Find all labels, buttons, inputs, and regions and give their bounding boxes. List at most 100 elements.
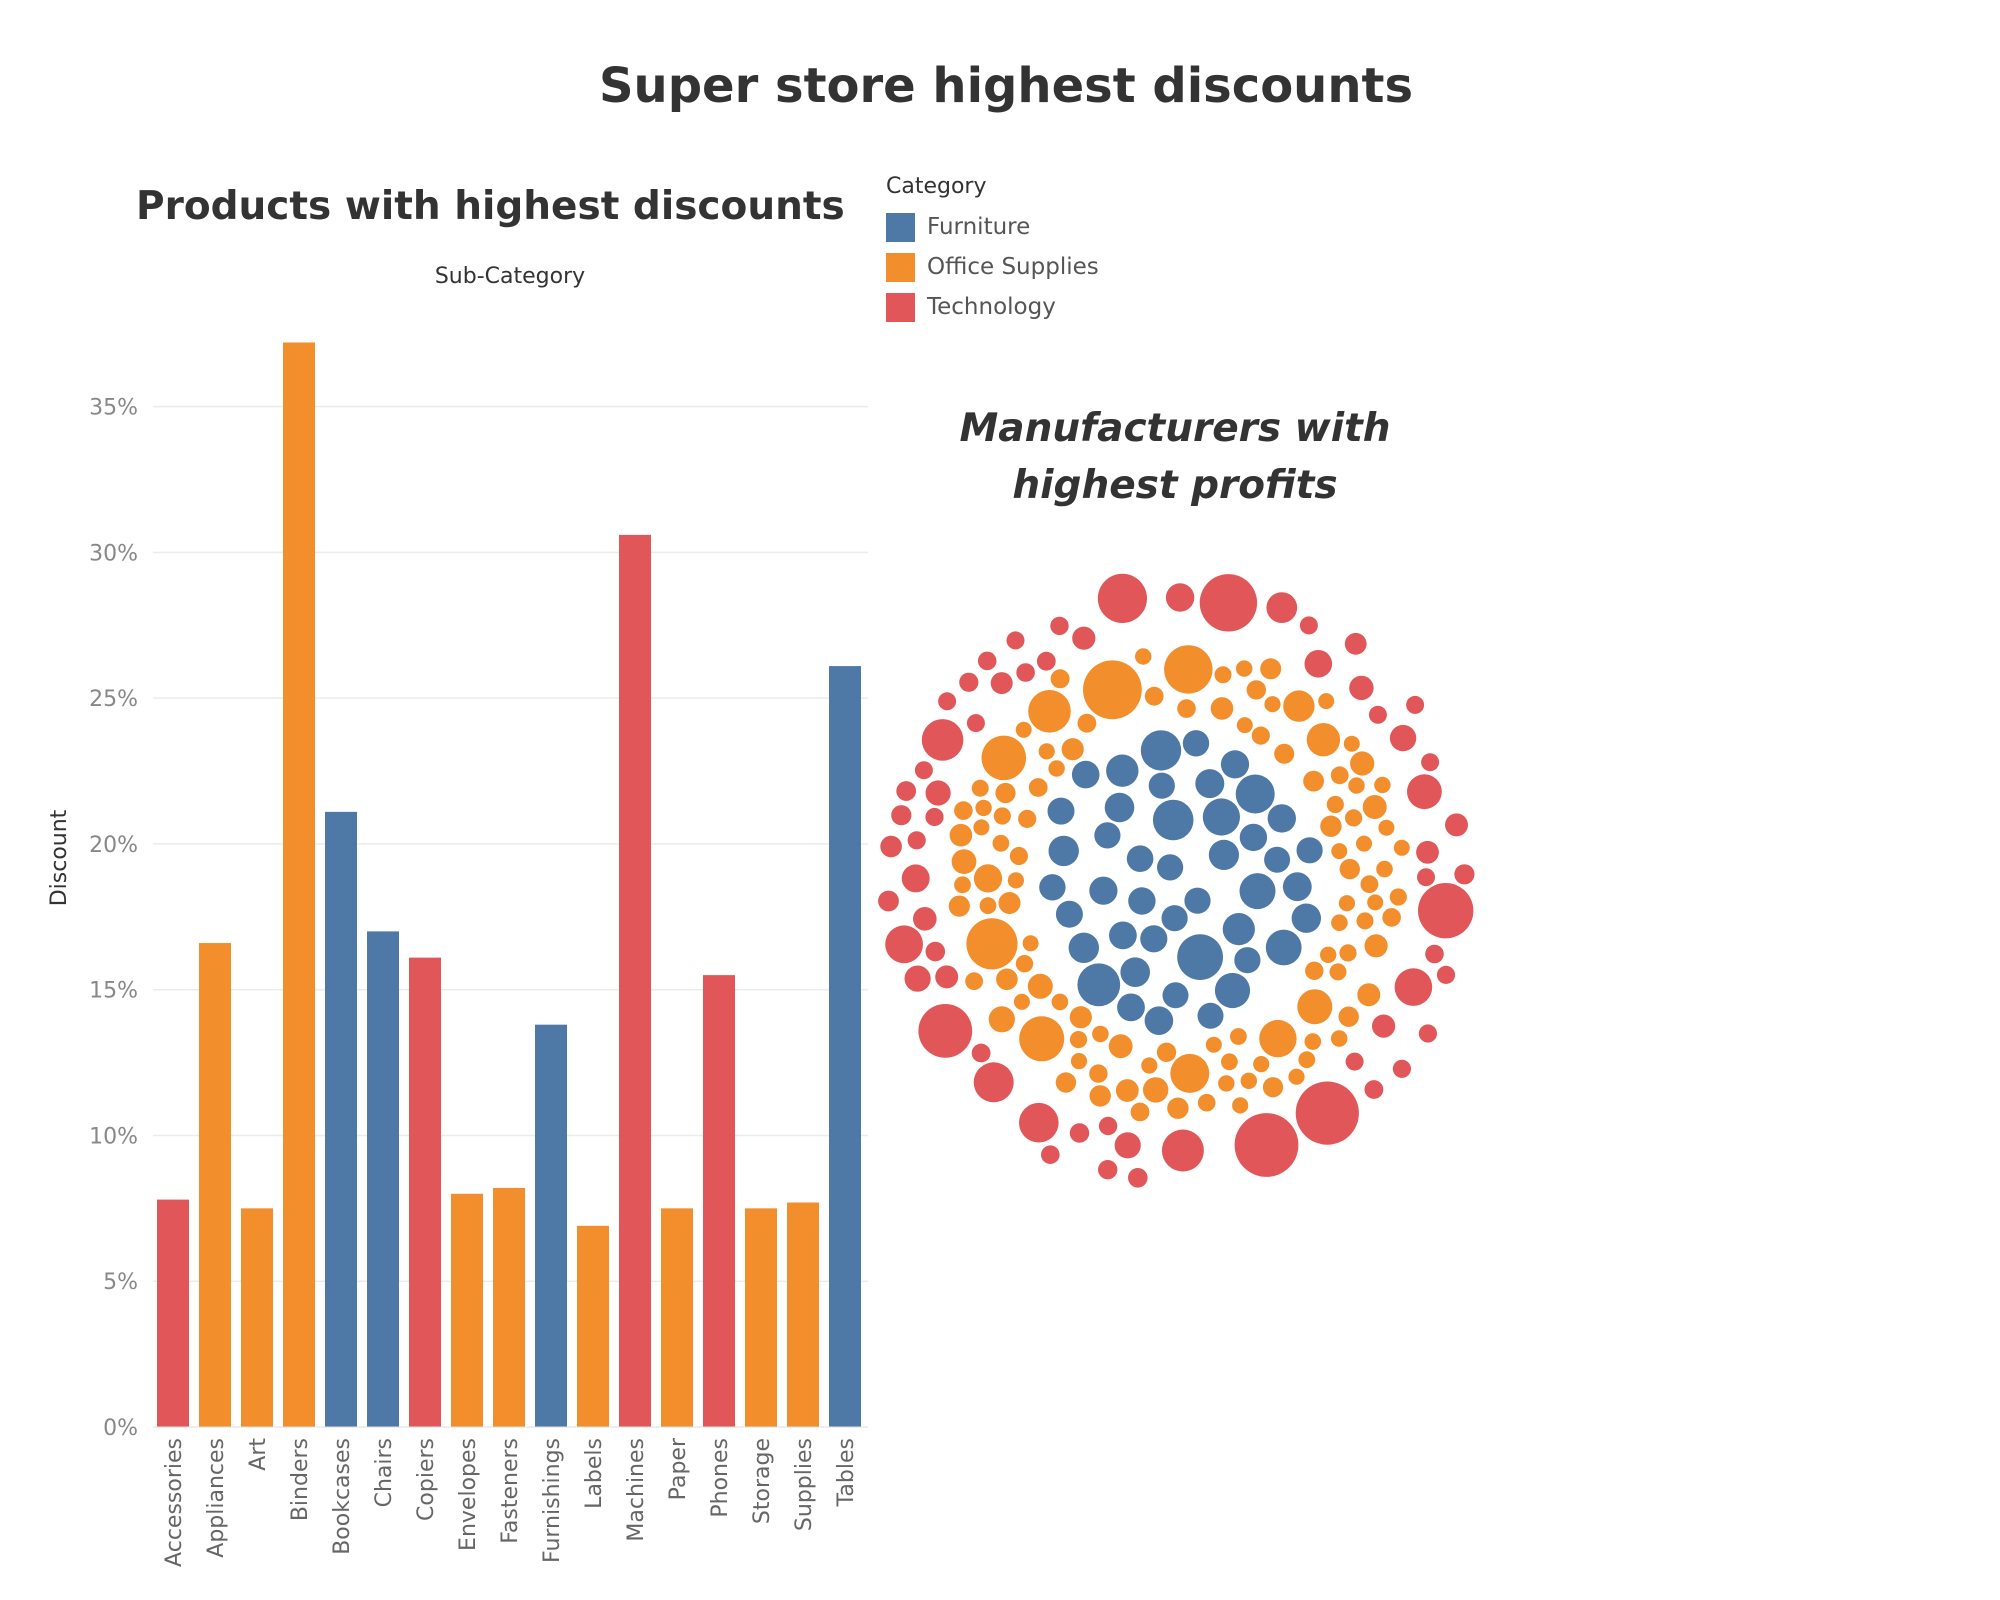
- bubble-office-supplies[interactable]: [1210, 697, 1234, 720]
- bubble-furniture[interactable]: [1220, 750, 1250, 779]
- bubble-office-supplies[interactable]: [992, 834, 1010, 852]
- bubble-technology[interactable]: [1097, 573, 1147, 624]
- bubble-office-supplies[interactable]: [1297, 989, 1333, 1025]
- bar-chairs[interactable]: [367, 931, 399, 1427]
- bubble-technology[interactable]: [1161, 1129, 1204, 1172]
- bubble-office-supplies[interactable]: [1326, 795, 1344, 814]
- bubble-furniture[interactable]: [1195, 769, 1225, 799]
- bubble-office-supplies[interactable]: [1143, 1077, 1169, 1103]
- bubble-office-supplies[interactable]: [1348, 777, 1365, 794]
- bubble-office-supplies[interactable]: [1130, 1102, 1150, 1122]
- bubble-office-supplies[interactable]: [1339, 858, 1361, 880]
- bubble-office-supplies[interactable]: [1028, 778, 1048, 797]
- bubble-furniture[interactable]: [1152, 799, 1194, 841]
- bubble-technology[interactable]: [1128, 1168, 1148, 1188]
- bubble-technology[interactable]: [1069, 1123, 1090, 1143]
- bubble-technology[interactable]: [878, 890, 899, 912]
- bubble-office-supplies[interactable]: [1108, 1034, 1133, 1059]
- bubble-office-supplies[interactable]: [1232, 1097, 1249, 1114]
- legend-item-furniture[interactable]: Furniture: [886, 207, 1099, 247]
- bubble-technology[interactable]: [904, 965, 931, 992]
- bar-copiers[interactable]: [409, 957, 441, 1427]
- bubble-furniture[interactable]: [1106, 754, 1139, 787]
- bubble-furniture[interactable]: [1047, 797, 1075, 825]
- bubble-furniture[interactable]: [1089, 876, 1118, 905]
- bubble-technology[interactable]: [1436, 965, 1456, 985]
- bubble-technology[interactable]: [1019, 1102, 1059, 1143]
- bubble-technology[interactable]: [1304, 650, 1333, 678]
- bubble-office-supplies[interactable]: [1170, 1053, 1210, 1093]
- bubble-office-supplies[interactable]: [1061, 738, 1084, 761]
- bubble-office-supplies[interactable]: [1305, 961, 1324, 980]
- bubble-office-supplies[interactable]: [1357, 983, 1381, 1007]
- bubble-office-supplies[interactable]: [1374, 776, 1391, 794]
- bubble-office-supplies[interactable]: [979, 897, 997, 914]
- bubble-office-supplies[interactable]: [1288, 1068, 1305, 1085]
- bar-envelopes[interactable]: [451, 1193, 483, 1427]
- bubble-office-supplies[interactable]: [1382, 908, 1401, 927]
- bubble-technology[interactable]: [880, 835, 902, 858]
- bar-binders[interactable]: [283, 342, 315, 1427]
- bubble-office-supplies[interactable]: [1306, 723, 1341, 757]
- bubble-office-supplies[interactable]: [1318, 693, 1335, 710]
- bubble-office-supplies[interactable]: [1253, 1056, 1270, 1073]
- bubble-furniture[interactable]: [1157, 854, 1184, 881]
- bubble-office-supplies[interactable]: [1329, 963, 1347, 981]
- bubble-office-supplies[interactable]: [1089, 1085, 1111, 1107]
- bubble-technology[interactable]: [1072, 626, 1096, 650]
- bubble-technology[interactable]: [925, 941, 946, 962]
- bubble-furniture[interactable]: [1197, 1002, 1224, 1029]
- bubble-office-supplies[interactable]: [1259, 1019, 1297, 1058]
- bubble-technology[interactable]: [1406, 695, 1425, 714]
- bubble-technology[interactable]: [891, 805, 912, 826]
- bubble-technology[interactable]: [1421, 753, 1440, 772]
- bubble-technology[interactable]: [896, 781, 917, 801]
- bubble-office-supplies[interactable]: [1205, 1036, 1222, 1053]
- bubble-office-supplies[interactable]: [1264, 696, 1281, 713]
- bubble-furniture[interactable]: [1235, 774, 1275, 814]
- bubble-office-supplies[interactable]: [1338, 1006, 1359, 1027]
- bubble-technology[interactable]: [1299, 616, 1318, 635]
- bubble-office-supplies[interactable]: [948, 895, 970, 917]
- bubble-technology[interactable]: [1392, 1059, 1411, 1078]
- bubble-furniture[interactable]: [1234, 947, 1261, 974]
- bubble-office-supplies[interactable]: [1167, 1097, 1189, 1119]
- bubble-office-supplies[interactable]: [1320, 946, 1337, 963]
- bar-paper[interactable]: [661, 1208, 693, 1427]
- bubble-office-supplies[interactable]: [966, 918, 1018, 970]
- bubble-technology[interactable]: [1016, 663, 1035, 682]
- bubble-furniture[interactable]: [1264, 846, 1291, 873]
- bubble-office-supplies[interactable]: [1048, 760, 1065, 777]
- bubble-office-supplies[interactable]: [1070, 1053, 1088, 1070]
- bubble-office-supplies[interactable]: [971, 779, 989, 797]
- bubble-office-supplies[interactable]: [1339, 944, 1357, 962]
- bubble-furniture[interactable]: [1161, 905, 1188, 932]
- bubble-office-supplies[interactable]: [1055, 1072, 1077, 1093]
- bubble-office-supplies[interactable]: [1350, 751, 1375, 776]
- bubble-furniture[interactable]: [1162, 982, 1189, 1009]
- bubble-office-supplies[interactable]: [1009, 846, 1028, 866]
- bubble-technology[interactable]: [1445, 813, 1468, 837]
- bubble-technology[interactable]: [1199, 574, 1258, 632]
- bubble-furniture[interactable]: [1182, 730, 1210, 757]
- bubble-office-supplies[interactable]: [988, 1006, 1015, 1033]
- bubble-furniture[interactable]: [1048, 835, 1079, 867]
- bubble-technology[interactable]: [918, 1004, 973, 1058]
- bubble-technology[interactable]: [1454, 864, 1475, 885]
- bubble-technology[interactable]: [1098, 1160, 1118, 1180]
- bubble-technology[interactable]: [1345, 1052, 1364, 1071]
- bubble-office-supplies[interactable]: [973, 864, 1003, 893]
- bubble-office-supplies[interactable]: [1177, 699, 1196, 718]
- bubble-office-supplies[interactable]: [1389, 888, 1407, 906]
- bar-storage[interactable]: [745, 1208, 777, 1427]
- bubble-office-supplies[interactable]: [1089, 1064, 1108, 1083]
- bar-machines[interactable]: [619, 534, 651, 1427]
- bubble-office-supplies[interactable]: [1345, 809, 1363, 827]
- bubble-office-supplies[interactable]: [1022, 935, 1039, 952]
- bubble-technology[interactable]: [1295, 1081, 1359, 1145]
- bubble-furniture[interactable]: [1239, 873, 1276, 910]
- bubble-office-supplies[interactable]: [949, 823, 973, 847]
- bubble-technology[interactable]: [1417, 868, 1435, 887]
- bubble-office-supplies[interactable]: [1343, 735, 1360, 752]
- bubble-furniture[interactable]: [1222, 913, 1255, 946]
